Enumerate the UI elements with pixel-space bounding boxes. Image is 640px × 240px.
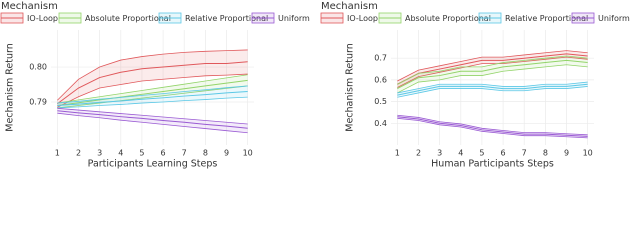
band-fill — [397, 82, 588, 98]
band-edge — [57, 96, 248, 109]
y-axis-label: Mechanism Return — [5, 43, 16, 132]
band-edge — [57, 85, 248, 104]
x-tick-label: 2 — [76, 149, 81, 158]
y-tick-label: 0.80 — [29, 63, 47, 72]
x-tick-label: 2 — [416, 149, 421, 158]
x-tick-label: 5 — [139, 149, 144, 158]
series-line — [397, 116, 588, 137]
x-tick-label: 3 — [437, 149, 442, 158]
band-edge — [57, 74, 248, 104]
legend-label: Uniform — [598, 14, 630, 23]
y-tick-label: 0.79 — [29, 98, 47, 107]
x-tick-label: 9 — [224, 149, 229, 158]
x-tick-label: 6 — [501, 149, 506, 158]
figure: Mechanism IO-Loop Absolute Proportional Rel… — [0, 1, 630, 170]
series-line — [397, 53, 588, 85]
x-tick-label: 7 — [522, 149, 527, 158]
series-line — [57, 110, 248, 129]
x-tick-label: 8 — [203, 149, 208, 158]
legend-label: Relative Proportional — [185, 14, 268, 23]
series-line — [57, 61, 248, 105]
band-edge — [57, 49, 248, 101]
band-edge — [57, 112, 248, 134]
legend-label: IO-Loop — [27, 14, 58, 23]
band-edge — [57, 85, 248, 109]
x-tick-label: 5 — [479, 149, 484, 158]
band-edge — [397, 56, 588, 88]
series-line — [397, 83, 588, 96]
band-edge — [397, 64, 588, 94]
legend-label: IO-Loop — [347, 14, 378, 23]
y-tick-label: 0.4 — [374, 119, 387, 128]
x-tick-label: 10 — [243, 149, 253, 158]
x-axis-label: Participants Learning Steps — [88, 159, 218, 170]
legend-title: Mechanism — [1, 1, 58, 12]
band-edge — [57, 73, 248, 108]
legend-label: Absolute Proportional — [85, 14, 171, 23]
x-tick-label: 3 — [97, 149, 102, 158]
x-tick-label: 1 — [55, 149, 60, 158]
series-line — [57, 91, 248, 107]
y-tick-label: 0.6 — [374, 75, 387, 84]
series-line — [397, 59, 588, 90]
legend-label: Uniform — [278, 14, 310, 23]
x-tick-label: 9 — [564, 149, 569, 158]
x-axis-label: Human Participants Steps — [431, 159, 554, 170]
y-tick-label: 0.5 — [374, 97, 387, 106]
band-edge — [397, 50, 588, 82]
legend-label: Absolute Proportional — [405, 14, 491, 23]
x-tick-label: 8 — [543, 149, 548, 158]
band-edge — [397, 55, 588, 85]
band-edge — [397, 114, 588, 136]
x-tick-label: 4 — [458, 149, 463, 158]
y-tick-label: 0.7 — [374, 54, 387, 63]
x-tick-label: 4 — [118, 149, 123, 158]
x-tick-label: 7 — [182, 149, 187, 158]
legend-label: Relative Proportional — [505, 14, 588, 23]
band-fill — [397, 56, 588, 93]
series-line — [57, 79, 248, 106]
band-fill — [57, 108, 248, 133]
x-tick-label: 1 — [395, 149, 400, 158]
y-axis-label: Mechanism Return — [345, 43, 356, 132]
band-edge — [397, 81, 588, 94]
band-edge — [397, 86, 588, 98]
band-edge — [57, 107, 248, 125]
band-edge — [397, 117, 588, 139]
legend-title: Mechanism — [321, 1, 378, 12]
x-tick-label: 10 — [583, 149, 593, 158]
x-tick-label: 6 — [161, 149, 166, 158]
